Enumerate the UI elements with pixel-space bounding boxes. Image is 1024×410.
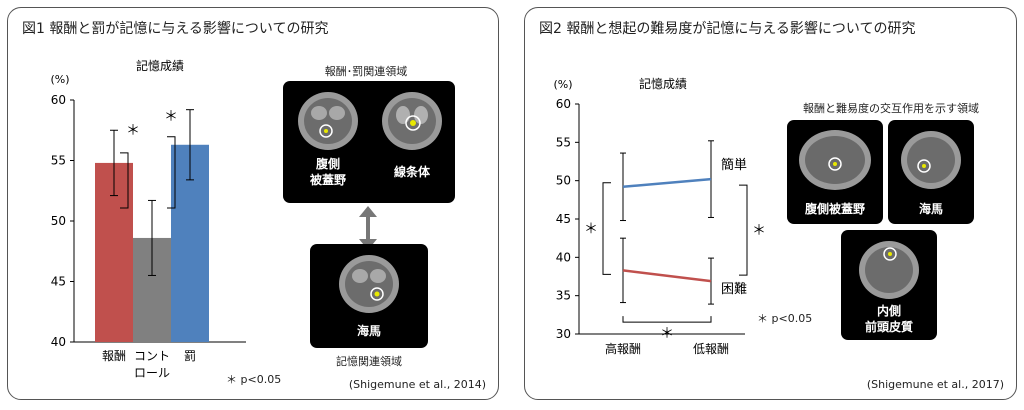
reward-punishment-regions-title: 報酬･罰関連領域 <box>324 65 408 78</box>
figure1-significance-note: ＊ p<0.05 <box>226 373 282 386</box>
fig2-mpfc-label-line1: 内側 <box>876 304 901 318</box>
chart1-ylabel: (%) <box>50 73 69 86</box>
vta-label-line2: 被蓋野 <box>309 173 346 187</box>
memory-region-title: 記憶関連領域 <box>336 355 402 368</box>
fig2-hippocampus-brain-image <box>901 131 961 189</box>
chart2-y-tick-label: 50 <box>556 174 571 188</box>
chart1-category-label: ロール <box>134 366 170 380</box>
chart1-significance-bracket <box>167 136 176 209</box>
chart2-series-label: 困難 <box>721 282 747 297</box>
chart1-title: 記憶成績 <box>136 58 184 73</box>
fig2-vta-brain-image <box>799 130 871 190</box>
chart2-category-label: 低報酬 <box>693 342 729 356</box>
chart1-y-tick-label: 45 <box>51 275 66 289</box>
chart1-significance-bracket <box>120 152 129 209</box>
reward-region-brain-panel: 腹側 被蓋野 線条体 <box>283 81 455 203</box>
chart1-category-label: コント <box>134 349 170 363</box>
figure2-title: 図2 報酬と想起の難易度が記憶に与える影響についての研究 <box>539 21 916 37</box>
chart2-category-label: 高報酬 <box>605 341 641 356</box>
chart2-y-tick-label: 30 <box>556 327 571 341</box>
chart2-significance-mark: ＊ <box>660 326 674 342</box>
chart2-significance-bracket <box>739 184 748 276</box>
chart2-significance-bracket <box>622 316 712 323</box>
chart2-y-tick-label: 40 <box>556 250 571 264</box>
vta-brain-image <box>298 92 358 150</box>
fig2-hippocampus-label: 海馬 <box>918 202 943 216</box>
chart2-significance-mark: ＊ <box>584 222 598 238</box>
figure2-panel: 図2 報酬と想起の難易度が記憶に与える影響についての研究 記憶成績 (%) 30 35… <box>524 7 1017 400</box>
striatum-brain-image <box>382 92 442 150</box>
chart2-y-tick-label: 55 <box>556 135 571 149</box>
chart2-title: 記憶成績 <box>639 76 687 91</box>
fig2-mpfc-brain-image <box>859 241 919 299</box>
chart1-category-label: 罰 <box>184 349 196 363</box>
fig2-vta-brain-panel: 腹側被蓋野 <box>787 120 883 224</box>
chart2-y-tick-label: 60 <box>556 97 571 111</box>
interaction-regions-title: 報酬と難易度の交互作用を示す領域 <box>803 102 979 115</box>
chart1-significance-mark: ＊ <box>126 123 140 139</box>
hippocampus-brain-panel: 海馬 <box>310 244 428 348</box>
figure2-significance-note: ＊ p<0.05 <box>757 312 813 325</box>
chart2-series-line <box>622 269 712 283</box>
fig2-vta-label: 腹側被蓋野 <box>804 202 865 216</box>
hippocampus-label: 海馬 <box>356 324 381 338</box>
figure1-citation: (Shigemune et al., 2014) <box>348 378 486 391</box>
figure2-citation: (Shigemune et al., 2017) <box>866 378 1004 391</box>
chart2-y-tick-label: 45 <box>556 212 571 226</box>
chart2-ylabel: (%) <box>553 78 572 91</box>
chart1-category-label: 報酬 <box>102 349 126 363</box>
chart1-y-tick-label: 50 <box>51 214 66 228</box>
fig2-mpfc-brain-panel: 内側 前頭皮質 <box>841 230 937 340</box>
hippocampus-brain-image <box>339 255 399 313</box>
chart2-series-label: 簡単 <box>721 157 747 173</box>
figure1-title: 図1 報酬と罰が記憶に与える影響についての研究 <box>22 21 329 37</box>
chart2-y-tick-label: 35 <box>556 289 571 303</box>
chart1-y-tick-label: 60 <box>51 93 66 107</box>
striatum-label: 線条体 <box>393 165 430 179</box>
figure1-panel: 図1 報酬と罰が記憶に与える影響についての研究 記憶成績 (%) 40 45 50 55 6… <box>7 7 499 400</box>
chart1-significance-mark: ＊ <box>164 109 178 125</box>
fig2-hippocampus-brain-panel: 海馬 <box>888 120 974 224</box>
chart1-y-tick-label: 55 <box>51 154 66 168</box>
vta-label-line1: 腹側 <box>315 157 340 171</box>
chart1-y-tick-label: 40 <box>51 335 66 349</box>
chart2-significance-bracket <box>602 182 611 275</box>
chart2-series-line <box>622 177 712 189</box>
chart2-significance-mark: ＊ <box>752 223 766 239</box>
fig2-mpfc-label-line2: 前頭皮質 <box>864 320 913 334</box>
